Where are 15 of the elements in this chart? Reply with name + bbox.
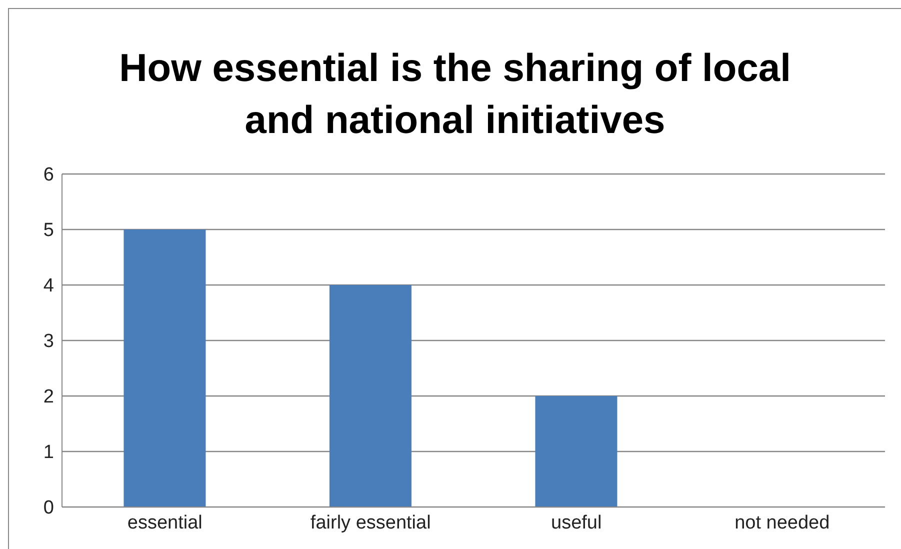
y-tick-label: 3	[43, 331, 54, 352]
y-tick-label: 0	[43, 498, 54, 519]
y-tick-label: 2	[43, 386, 54, 408]
x-tick-label: useful	[551, 512, 602, 534]
x-tick-label: not needed	[734, 512, 830, 534]
bar	[535, 396, 618, 507]
bar	[329, 285, 412, 507]
bar	[124, 230, 206, 507]
y-tick-label: 1	[43, 442, 54, 464]
y-tick-label: 6	[43, 164, 54, 186]
chart-title: How essential is the sharing of local and national initiatives	[118, 46, 792, 144]
y-tick-label: 4	[43, 276, 54, 297]
y-tick-label: 5	[43, 220, 54, 242]
x-tick-label: fairly essential	[310, 512, 431, 534]
x-tick-label: essential	[127, 512, 202, 534]
